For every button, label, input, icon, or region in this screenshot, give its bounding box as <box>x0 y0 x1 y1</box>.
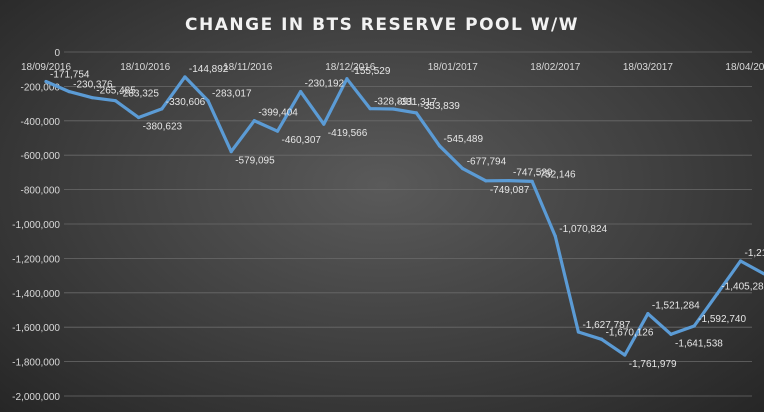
data-point <box>44 79 48 84</box>
data-label: -380,623 <box>143 121 183 132</box>
data-label: -677,794 <box>467 157 507 168</box>
x-tick-label: 18/10/2016 <box>120 62 170 73</box>
y-tick-label: -1,800,000 <box>12 358 60 369</box>
data-point <box>345 77 349 81</box>
data-label: -283,325 <box>119 89 159 100</box>
data-label: -752,146 <box>536 169 576 180</box>
y-tick-label: -600,000 <box>21 151 61 162</box>
data-point <box>206 99 210 103</box>
data-point <box>275 129 280 133</box>
data-label: -579,095 <box>235 156 275 167</box>
data-label: -330,606 <box>166 97 206 108</box>
data-point <box>137 115 141 120</box>
data-label: -1,215,096 <box>745 248 764 259</box>
data-point <box>692 324 696 328</box>
data-label: -1,670,126 <box>606 327 654 338</box>
y-tick-label: -1,600,000 <box>12 323 60 334</box>
data-point <box>507 178 511 183</box>
data-label: -1,641,538 <box>675 338 723 349</box>
data-point <box>530 179 534 183</box>
data-label: -230,376 <box>73 80 113 91</box>
data-label: -353,839 <box>420 101 460 112</box>
data-point <box>183 75 187 79</box>
data-point <box>113 99 118 103</box>
data-label: -1,592,740 <box>698 314 746 325</box>
data-point <box>252 119 256 123</box>
x-tick-label: 18/04/2017 <box>725 62 764 73</box>
data-label: -419,566 <box>328 128 368 139</box>
data-point <box>623 353 627 357</box>
y-tick-label: -2,000,000 <box>12 392 60 403</box>
data-label: -155,529 <box>351 66 391 77</box>
y-axis: 0 -200,000 -400,000 -600,000 -800,000 -1,000,… <box>12 48 60 403</box>
y-tick-label: -800,000 <box>21 186 61 197</box>
data-label: -144,892 <box>189 64 229 75</box>
data-label: -265,485 <box>96 86 136 97</box>
data-label: -1,761,979 <box>629 359 677 370</box>
data-point <box>715 292 719 296</box>
data-point <box>67 90 71 94</box>
data-point <box>229 150 233 154</box>
data-point <box>90 96 94 100</box>
y-tick-label: 0 <box>54 48 60 59</box>
x-tick-label: 18/01/2017 <box>428 62 478 73</box>
chart-title: CHANGE IN BTS RESERVE POOL W/W <box>185 15 579 35</box>
data-point <box>738 259 743 263</box>
data-label: -399,404 <box>258 108 298 119</box>
data-point <box>646 312 650 316</box>
data-point <box>576 330 581 334</box>
x-tick-label: 18/12/2016 <box>325 62 375 73</box>
x-axis: 18/09/2016 18/10/2016 18/11/2016 18/12/2016… <box>21 62 764 73</box>
data-point <box>437 144 442 148</box>
data-label: -283,017 <box>212 89 252 100</box>
data-label: -749,087 <box>490 185 530 196</box>
data-point <box>600 337 604 341</box>
data-label: -460,307 <box>282 135 322 146</box>
data-label: -1,521,284 <box>652 301 700 312</box>
data-point <box>391 107 395 111</box>
data-label: -171,754 <box>50 70 90 81</box>
data-label: -328,891 <box>374 97 414 108</box>
data-point <box>299 89 303 94</box>
data-label: -1,070,824 <box>559 224 607 235</box>
data-point <box>322 122 326 126</box>
y-tick-label: -400,000 <box>21 117 61 128</box>
data-point <box>414 111 418 115</box>
data-point <box>553 234 557 238</box>
series-line <box>44 75 764 357</box>
data-label: -1,405,285 <box>721 282 764 293</box>
data-labels: -171,754-230,376-265,485-283,325 -380,623… <box>50 64 764 370</box>
data-point <box>160 107 164 111</box>
y-tick-label: -1,400,000 <box>12 289 60 300</box>
x-tick-label: 18/02/2017 <box>530 62 580 73</box>
data-points <box>44 75 764 357</box>
x-tick-label: 18/09/2016 <box>21 62 71 73</box>
data-point <box>461 166 465 171</box>
data-label: -545,489 <box>444 134 484 145</box>
data-point <box>368 106 372 111</box>
data-point <box>669 332 673 336</box>
data-label: -1,627,787 <box>582 320 630 331</box>
data-label: -230,192 <box>305 79 345 90</box>
y-tick-label: -1,000,000 <box>12 220 60 231</box>
data-label: -747,529 <box>513 168 553 179</box>
x-tick-label: 18/03/2017 <box>623 62 673 73</box>
y-tick-label: -200,000 <box>21 82 61 93</box>
data-point <box>484 179 488 183</box>
data-label: -331,317 <box>397 97 437 108</box>
y-tick-label: -1,200,000 <box>12 254 60 265</box>
x-tick-label: 18/11/2016 <box>223 62 273 73</box>
